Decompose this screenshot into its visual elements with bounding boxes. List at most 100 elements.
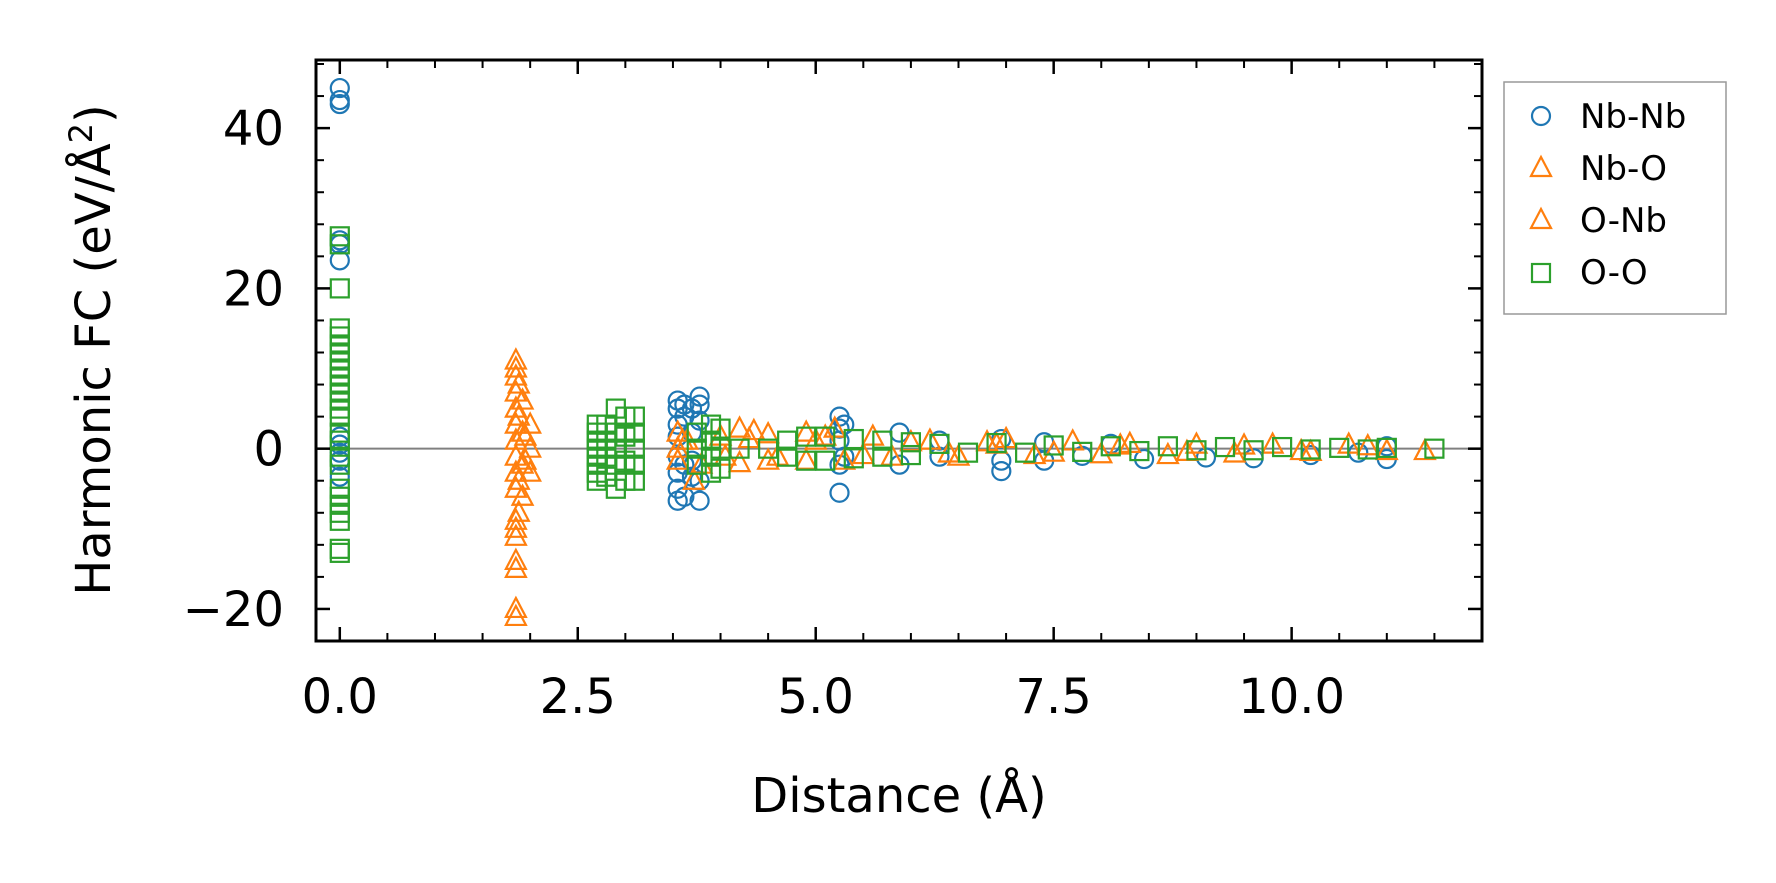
point-nb-o-33 [756, 420, 780, 444]
point-nb-o-51 [1222, 440, 1247, 463]
point-o-o-72 [872, 430, 893, 451]
point-o-o-2 [329, 278, 350, 299]
point-nb-o-13 [504, 547, 528, 570]
point-o-o-92 [1376, 437, 1397, 458]
point-o-o-88 [1272, 436, 1293, 458]
point-o-o-78 [986, 432, 1007, 454]
x-tick-label: 10.0 [1238, 669, 1345, 725]
x-tick-label: 2.5 [540, 669, 616, 725]
legend-item-o-o: O-O [1530, 253, 1648, 293]
point-o-o-83 [1129, 440, 1150, 462]
point-o-o-50 [624, 454, 645, 475]
point-o-o-23 [329, 510, 350, 531]
legend-frame [1503, 81, 1727, 315]
point-nb-o-4 [504, 395, 528, 418]
legend-item-o-nb: O-Nb [1529, 201, 1667, 241]
point-nb-nb-36 [829, 482, 850, 503]
point-o-o-71 [843, 448, 864, 469]
legend-label-nb-o: Nb-O [1580, 149, 1667, 189]
y-tick-label: 40 [223, 101, 284, 157]
legend-label-o-nb: O-Nb [1580, 201, 1667, 241]
y-tick-label: −20 [183, 582, 284, 638]
point-nb-o-23 [518, 459, 542, 482]
point-nb-o-30 [727, 415, 752, 438]
point-o-o-70 [843, 428, 864, 450]
point-o-nb-17 [1041, 439, 1066, 462]
legend-item-nb-nb: Nb-Nb [1530, 97, 1686, 137]
point-nb-o-6 [504, 427, 528, 450]
point-nb-nb-2 [329, 93, 350, 115]
point-o-nb-3 [506, 499, 531, 522]
point-o-o-87 [1243, 440, 1264, 461]
point-nb-nb-28 [689, 394, 710, 415]
point-nb-o-26 [665, 447, 690, 470]
point-nb-nb-5 [329, 250, 350, 271]
point-nb-nb-29 [689, 410, 710, 431]
legend-marker-nb-o [1529, 154, 1553, 178]
point-nb-o-10 [504, 507, 528, 530]
point-nb-o-45 [1022, 441, 1047, 465]
point-nb-o-17 [510, 387, 535, 410]
y-axis-title-superscript: 2 [62, 123, 100, 143]
y-tick-label: 0 [253, 422, 284, 478]
point-nb-o-47 [1089, 440, 1114, 464]
legend: Nb-Nb Nb-O O-Nb O-O [1503, 81, 1727, 315]
point-nb-o-34 [756, 447, 780, 470]
point-nb-o-1 [504, 355, 528, 378]
point-nb-o-42 [946, 443, 971, 466]
point-nb-nb-0 [329, 77, 350, 99]
point-nb-o-20 [510, 483, 535, 506]
point-nb-o-35 [794, 419, 819, 442]
point-nb-o-28 [682, 467, 706, 490]
point-o-o-73 [872, 446, 893, 467]
point-o-o-84 [1157, 436, 1178, 457]
point-o-nb-2 [506, 467, 531, 490]
point-o-o-81 [1072, 441, 1093, 462]
point-nb-nb-45 [991, 461, 1012, 482]
point-o-nb-4 [513, 423, 538, 446]
point-nb-o-15 [504, 595, 528, 619]
x-axis-title: Distance (Å) [751, 767, 1046, 824]
point-nb-nb-10 [329, 466, 350, 487]
legend-label-o-o: O-O [1580, 253, 1648, 293]
point-nb-nb-27 [689, 386, 710, 407]
point-o-o-76 [929, 433, 950, 454]
point-nb-o-8 [504, 459, 528, 482]
point-nb-nb-31 [689, 490, 710, 511]
point-o-o-75 [900, 444, 921, 466]
y-axis-title-main: Harmonic FC (eV/Å [65, 143, 122, 596]
point-o-o-16 [329, 430, 350, 451]
point-o-o-93 [1424, 438, 1445, 459]
point-nb-o-0 [504, 347, 528, 370]
legend-item-nb-o: Nb-O [1529, 149, 1667, 189]
point-o-o-47 [624, 406, 645, 427]
point-o-nb-11 [803, 427, 828, 450]
legend-marker-nb-nb [1530, 105, 1552, 127]
point-o-o-74 [900, 432, 921, 453]
plot-frame [314, 58, 1484, 643]
point-o-o-68 [815, 426, 836, 447]
point-o-o-1 [329, 234, 350, 255]
scatter-points [329, 77, 1445, 627]
axis-ticks: 0.0 2.5 5.0 7.5 10.0 −20 0 20 40 [183, 60, 1483, 725]
point-o-nb-5 [513, 447, 538, 470]
point-o-o-51 [624, 470, 645, 491]
x-tick-label: 5.0 [778, 669, 854, 725]
point-o-nb-0 [506, 371, 531, 394]
point-nb-o-14 [504, 555, 528, 578]
point-o-nb-1 [506, 403, 531, 426]
point-nb-o-49 [1156, 441, 1180, 465]
y-axis-title-close: ) [66, 104, 122, 123]
point-nb-o-50 [1184, 431, 1209, 454]
point-o-o-86 [1214, 436, 1236, 458]
point-o-o-49 [624, 438, 645, 459]
point-o-o-85 [1186, 440, 1207, 461]
x-tick-label: 0.0 [302, 669, 378, 725]
point-o-o-48 [624, 422, 645, 443]
point-nb-o-2 [504, 363, 528, 386]
point-o-o-59 [710, 418, 731, 439]
point-o-o-61 [710, 458, 731, 479]
point-o-o-14 [329, 406, 350, 427]
point-o-o-89 [1300, 439, 1321, 460]
